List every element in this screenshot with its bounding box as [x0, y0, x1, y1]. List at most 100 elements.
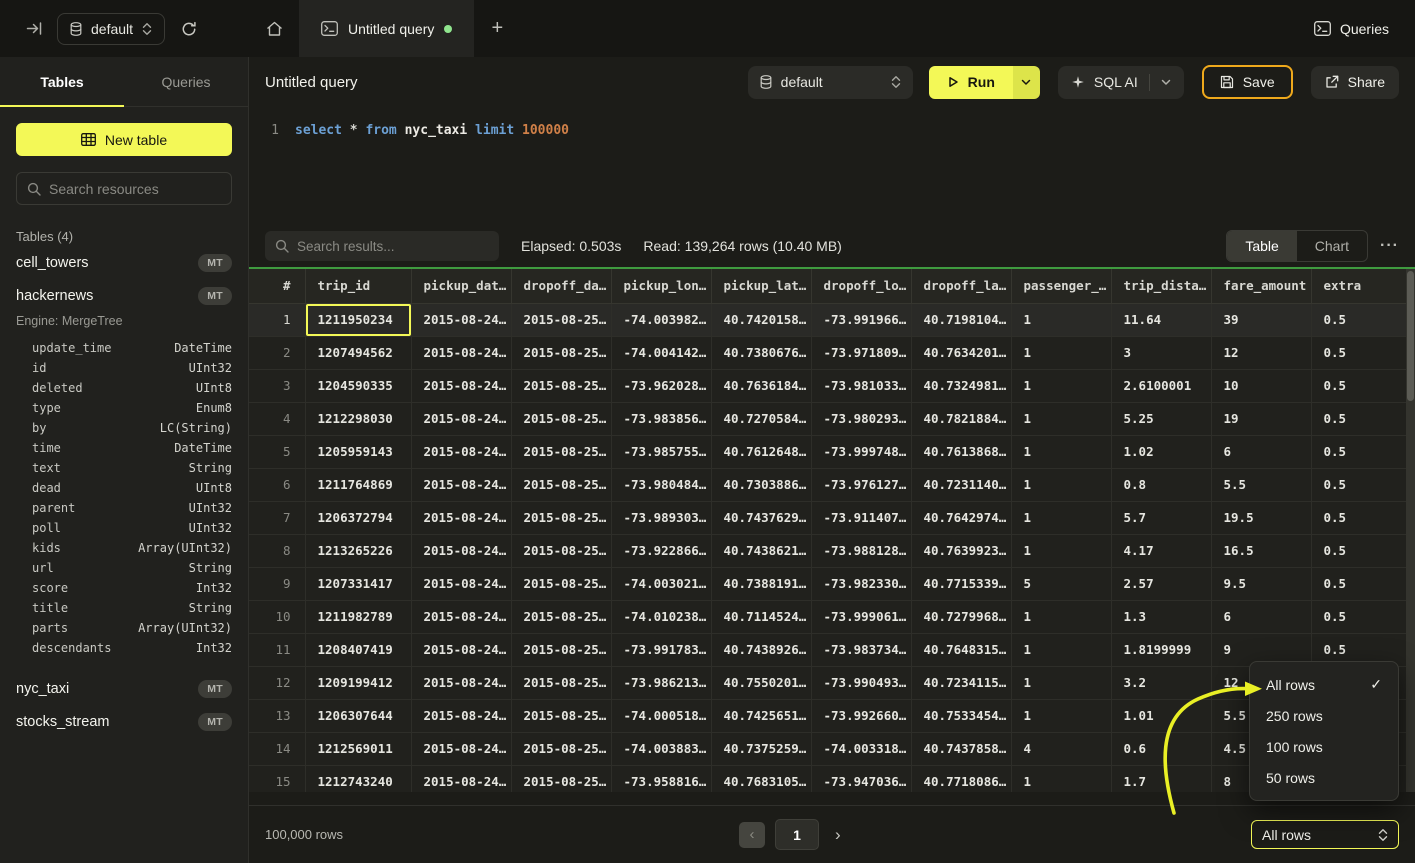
run-button[interactable]: Run	[928, 65, 1013, 99]
cell[interactable]: 0.5	[1311, 534, 1415, 568]
cell[interactable]: 1211982789	[305, 600, 412, 634]
column-header[interactable]: fare_amount	[1211, 269, 1312, 304]
cell[interactable]: -74.003982…	[611, 303, 712, 337]
cell[interactable]: 1213265226	[305, 534, 412, 568]
schema-column[interactable]: poll UInt32	[32, 518, 232, 538]
cell[interactable]: 1	[1011, 666, 1112, 700]
row-number[interactable]: 14	[249, 732, 306, 766]
cell[interactable]: 1212298030	[305, 402, 412, 436]
cell[interactable]: 1.3	[1111, 600, 1212, 634]
schema-column[interactable]: by LC(String)	[32, 418, 232, 438]
cell[interactable]: -73.958816…	[611, 765, 712, 792]
cell[interactable]: 40.7550201…	[711, 666, 812, 700]
row-number[interactable]: 15	[249, 765, 306, 792]
cell[interactable]: -73.999061…	[811, 600, 912, 634]
queries-button[interactable]: Queries	[1314, 21, 1389, 37]
save-button[interactable]: Save	[1201, 65, 1293, 99]
column-header[interactable]: passenger_…	[1011, 269, 1112, 304]
schema-column[interactable]: descendants Int32	[32, 638, 232, 658]
column-header[interactable]: trip_dista…	[1111, 269, 1212, 304]
cell[interactable]: -73.991783…	[611, 633, 712, 667]
schema-column[interactable]: type Enum8	[32, 398, 232, 418]
cell[interactable]: 1	[1011, 435, 1112, 469]
cell[interactable]: 40.7438926…	[711, 633, 812, 667]
search-resources-input[interactable]	[49, 180, 221, 197]
sidebar-table-stocks-stream[interactable]: stocks_stream MT	[0, 705, 248, 738]
prev-page-button[interactable]: ‹	[739, 821, 765, 848]
schema-column[interactable]: kids Array(UInt32)	[32, 538, 232, 558]
cell[interactable]: 2015-08-25…	[511, 567, 612, 601]
cell[interactable]: 2015-08-24…	[411, 600, 512, 634]
schema-column[interactable]: time DateTime	[32, 438, 232, 458]
cell[interactable]: -73.980293…	[811, 402, 912, 436]
sql-editor[interactable]: 1 select * from nyc_taxi limit 100000	[249, 107, 1415, 225]
row-number[interactable]: 3	[249, 369, 306, 403]
cell[interactable]: 40.7420158…	[711, 303, 812, 337]
cell[interactable]: 2015-08-25…	[511, 600, 612, 634]
cell[interactable]: 40.7279968…	[911, 600, 1012, 634]
cell[interactable]: 40.7388191…	[711, 567, 812, 601]
cell[interactable]: -73.991966…	[811, 303, 912, 337]
cell[interactable]: 4	[1011, 732, 1112, 766]
schema-column[interactable]: score Int32	[32, 578, 232, 598]
cell[interactable]: 40.7642974…	[911, 501, 1012, 535]
cell[interactable]: -73.922866…	[611, 534, 712, 568]
cell[interactable]: 1206307644	[305, 699, 412, 733]
row-number[interactable]: 13	[249, 699, 306, 733]
cell[interactable]: -73.989303…	[611, 501, 712, 535]
cell[interactable]: 40.7613868…	[911, 435, 1012, 469]
cell[interactable]: 1	[1011, 765, 1112, 792]
current-page[interactable]: 1	[775, 819, 819, 850]
cell[interactable]: 1	[1011, 369, 1112, 403]
rows-menu-item[interactable]: 100 rows	[1250, 731, 1398, 762]
cell[interactable]: 39	[1211, 303, 1312, 337]
tab-untitled-query[interactable]: Untitled query	[299, 0, 475, 57]
row-number[interactable]: 2	[249, 336, 306, 370]
cell[interactable]: -73.985755…	[611, 435, 712, 469]
cell[interactable]: 2.6100001	[1111, 369, 1212, 403]
cell[interactable]: -73.988128…	[811, 534, 912, 568]
schema-column[interactable]: url String	[32, 558, 232, 578]
schema-column[interactable]: text String	[32, 458, 232, 478]
cell[interactable]: 2015-08-25…	[511, 534, 612, 568]
sql-ai-button[interactable]: SQL AI	[1057, 65, 1184, 99]
run-options-button[interactable]	[1012, 65, 1040, 99]
cell[interactable]: 0.5	[1311, 336, 1415, 370]
cell[interactable]: -73.976127…	[811, 468, 912, 502]
cell[interactable]: 1	[1011, 534, 1112, 568]
cell[interactable]: 1	[1011, 468, 1112, 502]
cell[interactable]: 40.7114524…	[711, 600, 812, 634]
sidebar-table-hackernews[interactable]: hackernews MT	[0, 279, 248, 312]
cell[interactable]: 2015-08-24…	[411, 699, 512, 733]
cell[interactable]: 1212743240	[305, 765, 412, 792]
new-tab-button[interactable]: +	[491, 17, 504, 39]
rows-menu-item[interactable]: All rows ✓	[1250, 669, 1398, 700]
schema-column[interactable]: update_time DateTime	[32, 338, 232, 358]
cell[interactable]: 9	[1211, 633, 1312, 667]
schema-column[interactable]: dead UInt8	[32, 478, 232, 498]
cell[interactable]: 1.7	[1111, 765, 1212, 792]
row-number[interactable]: 11	[249, 633, 306, 667]
cell[interactable]: 40.7380676…	[711, 336, 812, 370]
cell[interactable]: 2015-08-24…	[411, 633, 512, 667]
cell[interactable]: 0.5	[1311, 303, 1415, 337]
cell[interactable]: 19.5	[1211, 501, 1312, 535]
cell[interactable]: 40.7715339…	[911, 567, 1012, 601]
cell[interactable]: 40.7425651…	[711, 699, 812, 733]
cell[interactable]: 5	[1011, 567, 1112, 601]
cell[interactable]: -73.983856…	[611, 402, 712, 436]
cell[interactable]: 40.7198104…	[911, 303, 1012, 337]
refresh-icon[interactable]	[175, 15, 203, 43]
column-header[interactable]: pickup_dat…	[411, 269, 512, 304]
column-header[interactable]: pickup_lon…	[611, 269, 712, 304]
cell[interactable]: 9.5	[1211, 567, 1312, 601]
cell[interactable]: 40.7324981…	[911, 369, 1012, 403]
cell[interactable]: -73.992660…	[811, 699, 912, 733]
cell[interactable]: 40.7437629…	[711, 501, 812, 535]
cell[interactable]: 1.8199999	[1111, 633, 1212, 667]
share-button[interactable]: Share	[1310, 65, 1399, 99]
cell[interactable]: 2015-08-24…	[411, 336, 512, 370]
cell[interactable]: 2015-08-25…	[511, 468, 612, 502]
cell[interactable]: 2015-08-24…	[411, 501, 512, 535]
cell[interactable]: 2015-08-24…	[411, 765, 512, 792]
